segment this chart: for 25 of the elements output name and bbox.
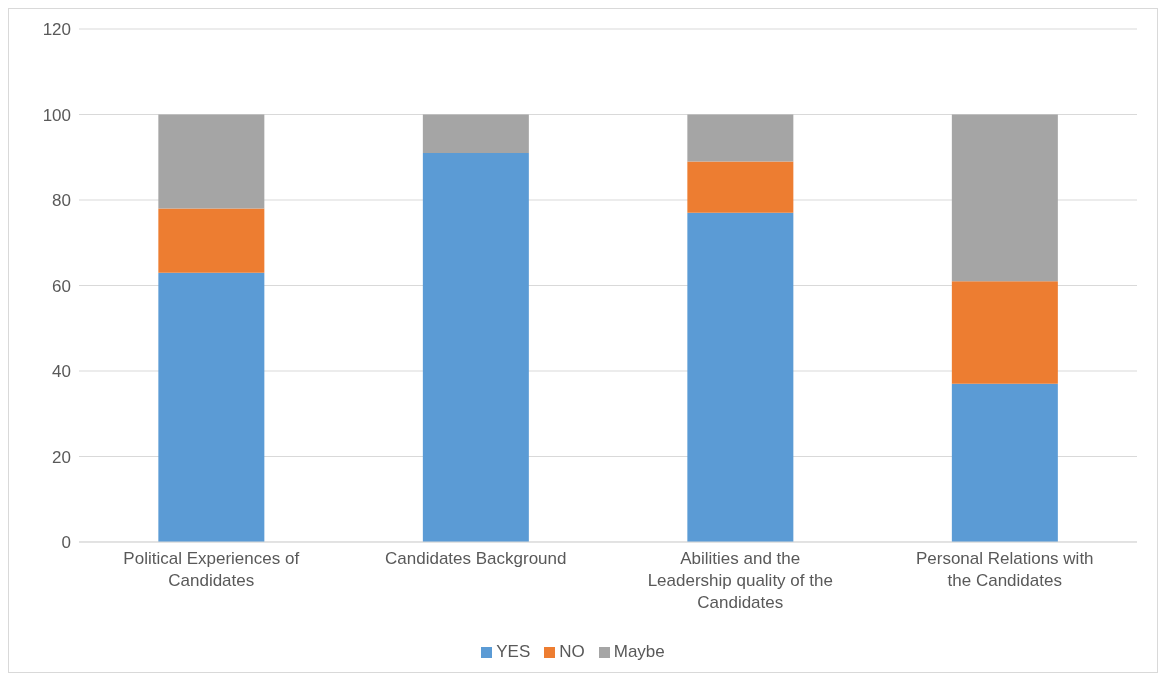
bar (687, 212, 794, 542)
bar (687, 161, 794, 213)
legend-label: Maybe (612, 642, 665, 662)
y-tick-label: 20 (52, 447, 71, 467)
y-tick-label: 80 (52, 191, 71, 211)
bar (951, 114, 1058, 282)
bar (158, 272, 265, 542)
x-tick-label: Abilities and the Leadership quality of the Candidates (647, 549, 833, 612)
y-tick-label: 0 (61, 533, 71, 553)
bar (158, 114, 265, 209)
bar (951, 281, 1058, 384)
x-tick-label: Political Experiences of Candidates (123, 549, 300, 590)
legend-label: YES (495, 642, 531, 662)
y-tick-label: 120 (42, 20, 71, 40)
bar (422, 114, 529, 153)
x-tick-label: Personal Relations with the Candidates (915, 549, 1094, 590)
bar (687, 114, 794, 162)
bar (422, 152, 529, 542)
y-tick-label: 100 (42, 105, 71, 125)
legend-label: NO (558, 642, 585, 662)
y-tick-label: 40 (52, 362, 71, 382)
x-tick-label: Candidates Background (385, 549, 567, 568)
bar (951, 383, 1058, 542)
bar (158, 208, 265, 273)
y-tick-label: 60 (52, 276, 71, 296)
